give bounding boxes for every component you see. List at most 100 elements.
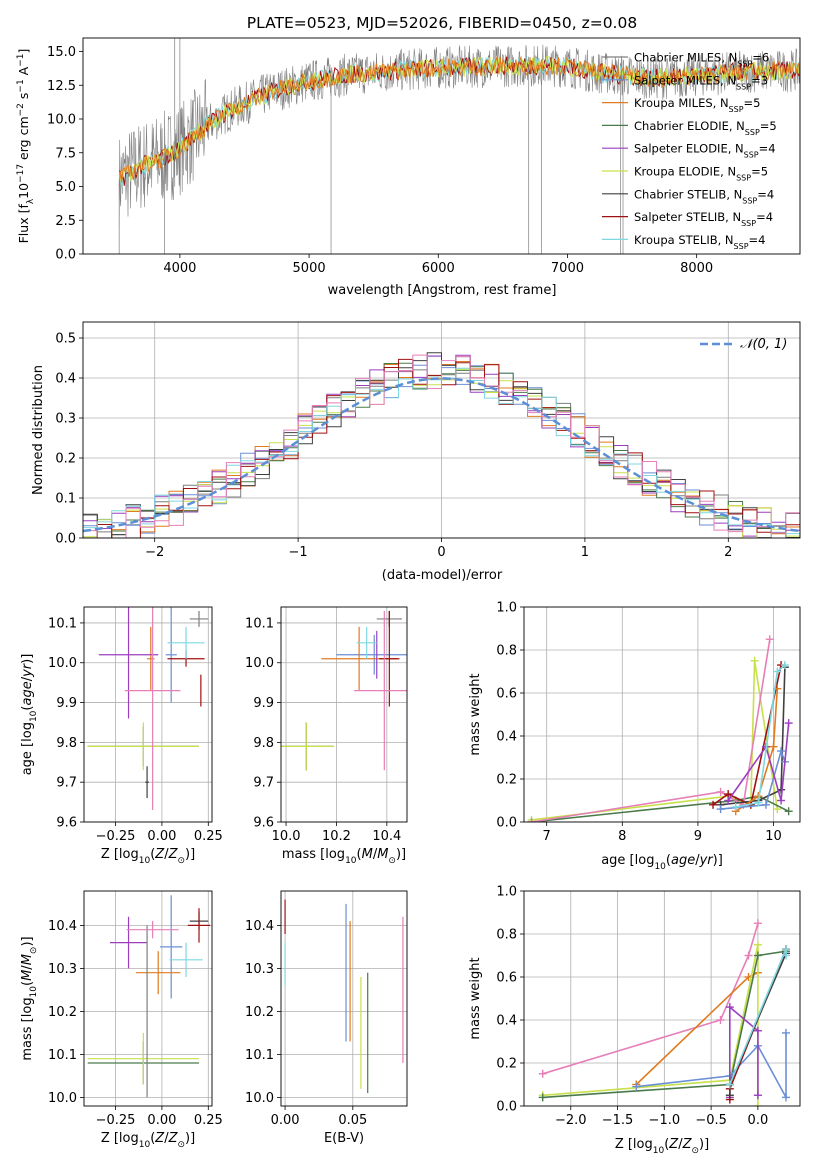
label-part: age — [20, 681, 35, 705]
x-tick-label: 6000 — [422, 261, 455, 276]
y-tick-label: 0.0 — [496, 1100, 517, 1115]
y-tick-label: 10.0 — [48, 1091, 77, 1106]
x-axis-label: Z [log10(Z/Z⊙)] — [101, 847, 195, 866]
x-tick-label: 8000 — [680, 261, 713, 276]
y-tick-label: 10.1 — [48, 1048, 77, 1063]
label-part: Z [log — [101, 847, 139, 862]
x-axis-label: E(B-V) — [324, 1131, 364, 1146]
weight-line — [531, 639, 771, 822]
label-part: M — [20, 970, 35, 981]
y-axis-label: mass weight — [468, 673, 483, 755]
legend-count: =4 — [756, 210, 773, 224]
label-part: 10 — [29, 710, 39, 722]
x-tick-label: 7000 — [551, 261, 584, 276]
y-tick-label: 10.0 — [48, 656, 77, 671]
legend-count: =5 — [760, 119, 777, 133]
label-part: ⊙ — [691, 1146, 699, 1156]
axes-frame — [83, 606, 213, 823]
x-tick-label: −2 — [145, 545, 164, 560]
panel-residuals: −2 −1 0 1 2 0.0 0.1 0.2 0.3 0.4 0.5 𝒩(0, 1) (data-mo… — [31, 321, 801, 583]
y-tick-label: 0.2 — [496, 773, 517, 788]
x-tick-label: −0.5 — [695, 1113, 727, 1128]
y-tick-label: 0.8 — [496, 644, 517, 659]
y-tick-label: 10.4 — [245, 919, 274, 934]
y-tick-label: 10.1 — [245, 616, 274, 631]
legend-sub: SSP — [745, 127, 760, 136]
panel-age_vs_Z: −0.25 0.00 0.259.69.79.89.910.010.1Z [log1… — [20, 606, 223, 866]
label-part: Z — [682, 1137, 693, 1152]
y-tick-label: 0.0 — [55, 532, 76, 547]
label-part: / — [695, 853, 700, 868]
label-part: / — [20, 965, 35, 970]
y-tick-label: 0.4 — [55, 372, 76, 387]
y-tick-label: 0.5 — [55, 332, 76, 347]
axes-frame — [82, 321, 801, 539]
x-tick-label: 1 — [581, 545, 589, 560]
plot-area — [118, 38, 800, 254]
x-axis-label: wavelength [Angstrom, rest frame] — [328, 283, 557, 298]
x-tick-label: 9 — [694, 829, 702, 844]
y-tick-label: 0.6 — [496, 971, 517, 986]
legend-count: =4 — [759, 142, 776, 156]
label-part: ⊙ — [388, 856, 396, 866]
legend-name: Chabrier MILES, N — [634, 51, 737, 65]
legend-sub: SSP — [734, 241, 749, 250]
label-part: yr — [20, 662, 35, 678]
label-part: A — [16, 66, 31, 79]
plot-area — [281, 891, 407, 1106]
label-part: / — [164, 1131, 169, 1146]
label-part: 10 — [16, 183, 31, 199]
label-part: 10 — [653, 1146, 665, 1156]
legend-name: Salpeter STELIB, N — [634, 210, 741, 224]
legend-name: Kroupa ELODIE, N — [634, 165, 736, 179]
spectrum-model-line — [118, 55, 800, 186]
y-tick-label: 0.6 — [496, 687, 517, 702]
legend-entry: Kroupa ELODIE, NSSP=5 — [634, 165, 768, 183]
weight-line — [728, 1005, 759, 1098]
y-tick-label: 0.2 — [55, 452, 76, 467]
label-part: / — [20, 676, 35, 681]
y-tick-label: 9.7 — [56, 776, 77, 791]
x-tick-label: 0.25 — [194, 829, 223, 844]
weight-line — [531, 795, 790, 822]
label-part: 10 — [139, 1140, 151, 1150]
y-tick-label: 1.0 — [496, 601, 517, 616]
legend-entry: Chabrier MILES, NSSP=6 — [634, 51, 769, 69]
x-axis-label: age [log10(age/yr)] — [601, 853, 723, 872]
legend-count: =3 — [751, 73, 768, 87]
label-part: λ — [26, 198, 36, 204]
label-part: Z — [668, 1137, 679, 1152]
axes-frame — [280, 606, 408, 823]
legend-sub: SSP — [744, 150, 759, 159]
x-tick-label: 10.0 — [272, 829, 301, 844]
label-part: erg cm — [16, 116, 31, 164]
x-tick-label: 10.2 — [322, 829, 351, 844]
label-part: mass [log — [282, 847, 345, 862]
label-part: 10 — [654, 862, 666, 872]
y-tick-label: 10.0 — [47, 113, 76, 128]
label-part: ( — [20, 706, 35, 711]
plot-area — [83, 322, 800, 538]
label-part: Z [log — [101, 1131, 139, 1146]
x-tick-label: −1.5 — [602, 1113, 634, 1128]
y-tick-label: 9.6 — [253, 816, 274, 831]
y-tick-label: 0.3 — [55, 412, 76, 427]
label-part: )] — [396, 847, 406, 862]
x-tick-label: −0.25 — [96, 829, 136, 844]
y-tick-label: 9.9 — [56, 696, 77, 711]
x-axis-label: (data-model)/error — [382, 568, 503, 583]
label-part: / — [373, 847, 378, 862]
label-part: ] — [16, 49, 31, 54]
y-axis-label: Normed distribution — [31, 365, 46, 495]
x-tick-label: 0.0 — [748, 1113, 769, 1128]
label-part: 10 — [29, 986, 39, 998]
label-part: −1 — [16, 79, 26, 92]
label-part: 10 — [139, 856, 151, 866]
weight-line — [720, 748, 786, 810]
weight-line — [542, 950, 787, 1099]
legend-entry: Chabrier ELODIE, NSSP=5 — [634, 119, 777, 137]
weight-line — [542, 944, 759, 1106]
